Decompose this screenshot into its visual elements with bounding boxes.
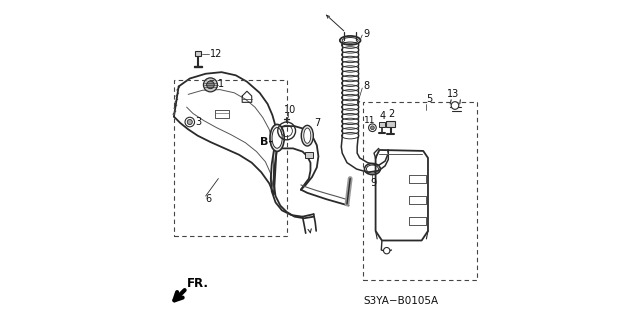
Text: S3YA−B0105A: S3YA−B0105A xyxy=(363,296,438,306)
Circle shape xyxy=(383,248,390,254)
Text: B-1: B-1 xyxy=(260,137,280,147)
Ellipse shape xyxy=(301,125,314,146)
Circle shape xyxy=(371,126,374,130)
Circle shape xyxy=(204,78,218,92)
Bar xyxy=(174,80,287,236)
Text: 12: 12 xyxy=(210,49,222,59)
FancyBboxPatch shape xyxy=(195,50,201,56)
FancyBboxPatch shape xyxy=(379,122,385,127)
Ellipse shape xyxy=(272,128,282,148)
Circle shape xyxy=(369,124,376,131)
Text: 8: 8 xyxy=(363,81,369,92)
Text: 7: 7 xyxy=(314,118,321,128)
Text: 6: 6 xyxy=(205,194,212,204)
FancyBboxPatch shape xyxy=(386,121,395,127)
Text: 9: 9 xyxy=(363,29,369,39)
Text: 11: 11 xyxy=(364,116,376,125)
Circle shape xyxy=(188,120,193,124)
Circle shape xyxy=(451,102,459,109)
Bar xyxy=(363,102,477,280)
Text: FR.: FR. xyxy=(188,277,209,290)
Text: 4: 4 xyxy=(380,111,386,121)
Text: 9: 9 xyxy=(371,178,377,188)
Text: 3: 3 xyxy=(195,117,202,127)
Ellipse shape xyxy=(270,124,284,152)
FancyBboxPatch shape xyxy=(305,152,313,158)
Text: 5: 5 xyxy=(426,94,432,104)
Text: 10: 10 xyxy=(284,105,296,115)
Circle shape xyxy=(207,81,214,89)
Text: 13: 13 xyxy=(447,89,460,100)
Text: 2: 2 xyxy=(388,109,394,119)
Circle shape xyxy=(185,117,195,127)
Text: 1: 1 xyxy=(218,79,225,89)
Ellipse shape xyxy=(304,128,311,143)
